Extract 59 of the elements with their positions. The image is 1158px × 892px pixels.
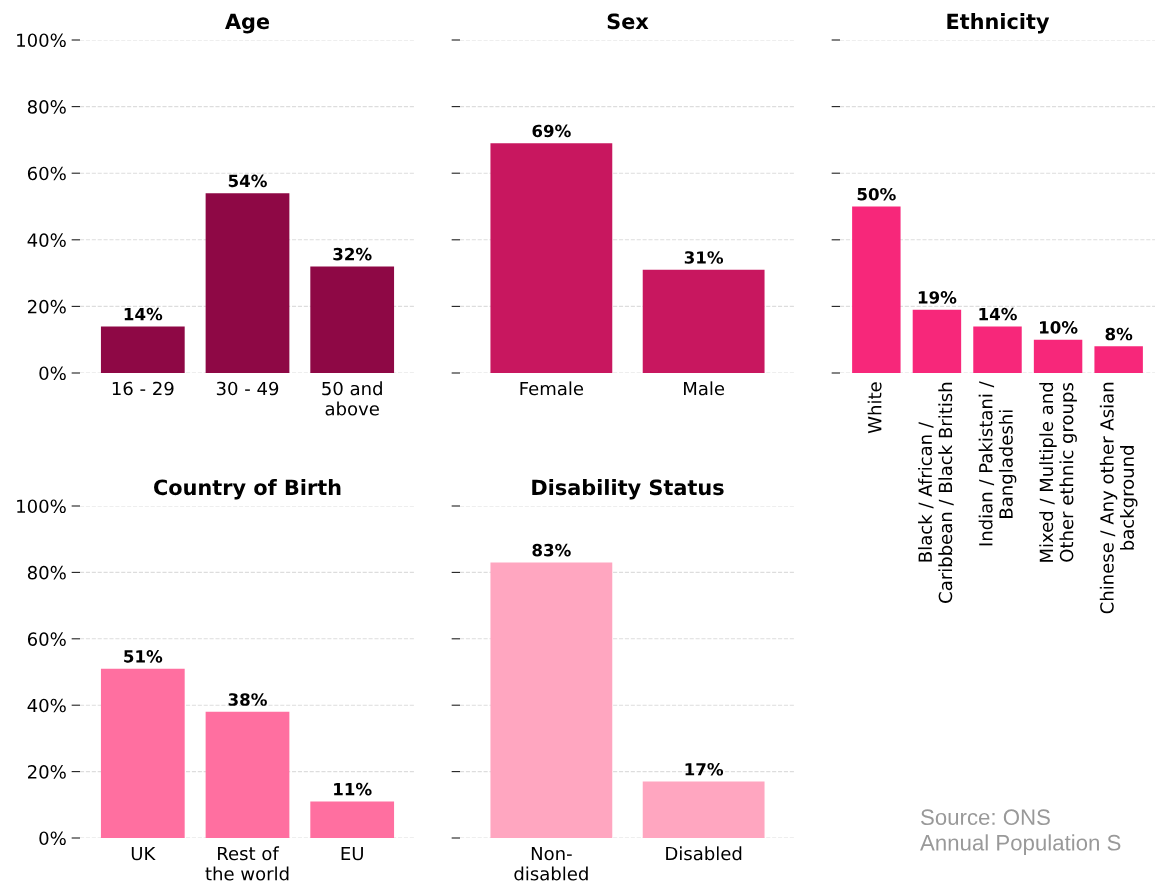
x-tick-label: Indian / Pakistani / Bangladeshi	[978, 381, 1017, 546]
y-tick-label: 100%	[17, 499, 66, 514]
y-tick-label: 80%	[27, 100, 66, 114]
x-tick-label: Black / African / Caribbean / Black British	[918, 382, 954, 603]
y-tick-label: 60%	[27, 632, 66, 646]
x-tick-label: 16 - 29	[112, 381, 174, 396]
bar	[310, 801, 395, 838]
data-label: 10%	[1040, 321, 1078, 334]
x-tick-label: EU	[341, 846, 363, 861]
bar	[205, 193, 290, 373]
bar	[205, 711, 290, 838]
data-label: 54%	[228, 174, 267, 188]
data-label: 69%	[532, 124, 571, 138]
data-label: 32%	[333, 247, 372, 261]
bar	[100, 668, 185, 838]
bar	[973, 326, 1022, 373]
x-tick-label: 50 and above	[322, 381, 382, 416]
data-label: 14%	[979, 307, 1017, 321]
chart-title: Disability Status	[532, 479, 724, 500]
bar	[912, 309, 962, 373]
bar	[310, 266, 395, 373]
chart-title: Sex	[607, 13, 649, 30]
data-label: 14%	[124, 307, 163, 321]
x-tick-label: Non- disabled	[514, 846, 588, 881]
y-tick-label: 0%	[39, 831, 66, 846]
x-tick-label: White	[867, 382, 882, 434]
data-label: 8%	[1105, 327, 1133, 341]
data-label: 17%	[685, 762, 724, 776]
x-tick-label: 30 - 49	[216, 381, 279, 396]
source-note: Source: ONS Annual Population S	[920, 809, 1121, 855]
bar	[100, 326, 185, 373]
chart-title: Ethnicity	[947, 13, 1050, 34]
x-tick-label: UK	[131, 846, 156, 861]
y-tick-label: 20%	[28, 765, 66, 779]
x-tick-label: Chinese / Any other Asian background	[1099, 382, 1138, 614]
data-label: 38%	[228, 693, 267, 706]
y-tick-label: 40%	[27, 233, 66, 247]
bar	[1094, 346, 1143, 373]
data-label: 51%	[124, 650, 163, 663]
y-tick-label: 20%	[28, 299, 66, 314]
data-label: 11%	[334, 782, 372, 796]
chart-title: Age	[225, 13, 270, 34]
x-tick-label: Disabled	[666, 846, 742, 861]
y-tick-label: 100%	[17, 33, 66, 48]
x-tick-label: Female	[520, 381, 584, 396]
data-label: 19%	[918, 291, 957, 304]
x-tick-label: Male	[684, 381, 725, 396]
chart-title: Country of Birth	[154, 479, 341, 500]
y-tick-label: 40%	[27, 698, 66, 713]
x-tick-label: Mixed / Multiple and Other ethnic groups	[1039, 382, 1077, 562]
y-tick-label: 0%	[39, 366, 66, 381]
data-label: 83%	[532, 543, 571, 557]
data-label: 31%	[684, 251, 724, 264]
bar	[1033, 339, 1083, 373]
y-tick-label: 60%	[27, 166, 66, 181]
x-tick-label: Rest of the world	[205, 846, 289, 881]
y-tick-label: 80%	[27, 565, 66, 580]
data-label: 50%	[857, 187, 896, 201]
bar	[852, 206, 901, 373]
